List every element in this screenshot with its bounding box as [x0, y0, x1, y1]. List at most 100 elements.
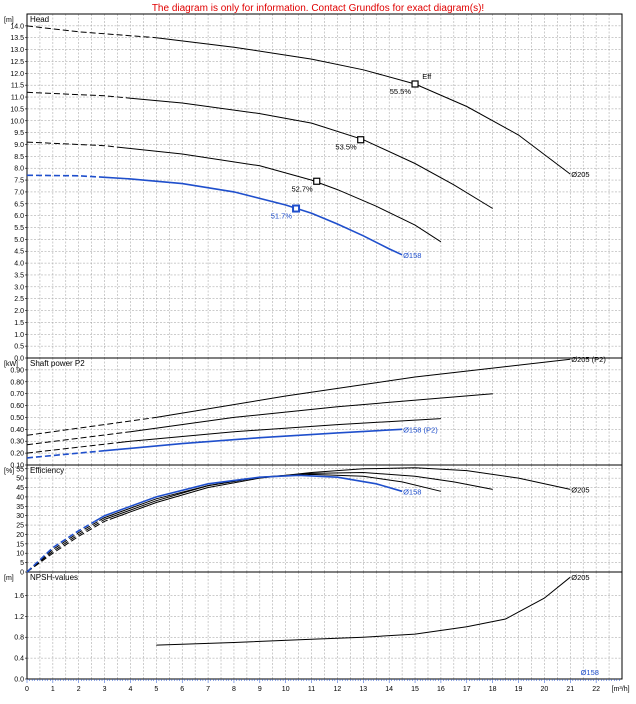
y-tick-label: 0.40 — [10, 427, 24, 434]
y-tick-label: 14.0 — [10, 23, 24, 30]
curve-dashed-segment — [26, 449, 105, 459]
x-tick-label: 20 — [540, 686, 548, 693]
curve-dashed-segment — [26, 25, 157, 39]
x-tick-label: 11 — [308, 686, 315, 693]
warning-banner: The diagram is only for information. Con… — [152, 3, 484, 14]
curve-label: Ø205 — [571, 485, 589, 494]
curve-label: Ø158 — [403, 487, 421, 496]
y-tick-label: 0.5 — [14, 344, 24, 351]
x-tick-label: 16 — [437, 686, 445, 693]
x-tick-label: 4 — [129, 686, 133, 693]
curve-line — [93, 474, 403, 523]
y-tick-label: 2.5 — [14, 296, 24, 303]
y-tick-label: 1.5 — [14, 320, 24, 327]
y-tick-label: 9.5 — [14, 130, 24, 137]
x-tick-label: 13 — [359, 686, 367, 693]
y-tick-label: 10.0 — [10, 118, 24, 125]
x-tick-label: 19 — [515, 686, 523, 693]
y-tick-label: 5.5 — [14, 225, 24, 232]
y-tick-label: 0.30 — [10, 439, 24, 446]
y-tick-label: 0 — [20, 570, 24, 577]
x-tick-label: 17 — [463, 686, 471, 693]
y-tick-label: 7.5 — [14, 178, 24, 185]
y-tick-label: 0.90 — [10, 367, 24, 374]
y-tick-label: 3.0 — [14, 284, 24, 291]
x-tick-label: 18 — [489, 686, 497, 693]
y-tick-label: 12.5 — [10, 59, 24, 66]
x-tick-label: 1 — [51, 686, 55, 693]
panel-title: Head — [30, 15, 49, 24]
y-tick-label: 30 — [16, 513, 24, 520]
curve-dashed-segment — [26, 431, 131, 446]
x-tick-label: 12 — [334, 686, 342, 693]
y-tick-label: 0.50 — [10, 415, 24, 422]
curve-label: Ø205 — [571, 170, 589, 179]
curve-dashed-segment — [26, 518, 105, 573]
y-tick-label: 0.70 — [10, 391, 24, 398]
x-tick-label: 21 — [566, 686, 574, 693]
x-tick-label: 14 — [385, 686, 393, 693]
efficiency-marker-label: 51.7% — [271, 212, 293, 221]
y-tick-label: 25 — [16, 523, 24, 530]
curve-line — [99, 473, 442, 522]
y-tick-label: 1.0 — [14, 332, 24, 339]
y-tick-label: 0.60 — [10, 403, 24, 410]
y-tick-label: 1.6 — [14, 593, 24, 600]
efficiency-marker — [411, 80, 419, 88]
y-tick-label: 8.5 — [14, 154, 24, 161]
x-tick-label: 2 — [77, 686, 81, 693]
curve-dashed-segment — [26, 416, 157, 436]
y-tick-label: 6.5 — [14, 201, 24, 208]
panel-title: Shaft power P2 — [30, 359, 85, 368]
y-tick-label: 35 — [16, 504, 24, 511]
y-tick-label: 13.5 — [10, 35, 24, 42]
y-tick-label: 10.5 — [10, 106, 24, 113]
curve-dashed-segment — [26, 174, 105, 179]
annotation-label: Eff — [422, 72, 432, 81]
x-tick-label: 5 — [154, 686, 158, 693]
efficiency-marker — [292, 204, 301, 213]
y-tick-label: 0.8 — [14, 635, 24, 642]
y-tick-label: 40 — [16, 494, 24, 501]
panel-title: Efficiency — [30, 466, 64, 475]
y-tick-label: 13.0 — [10, 47, 24, 54]
efficiency-marker — [313, 177, 321, 185]
y-tick-label: 5.0 — [14, 237, 24, 244]
y-tick-label: 45 — [16, 485, 24, 492]
efficiency-marker — [357, 136, 365, 144]
curve-dashed-segment — [26, 518, 110, 573]
y-tick-label: 12.0 — [10, 71, 24, 78]
curves-layer — [26, 25, 571, 646]
curve-line — [104, 176, 403, 256]
x-tick-label: 22 — [592, 686, 600, 693]
y-tick-label: 50 — [16, 476, 24, 483]
x-tick-label: 10 — [282, 686, 290, 693]
curve-dashed-segment — [26, 91, 131, 99]
y-tick-label: 10 — [16, 551, 24, 558]
curve-line — [104, 428, 403, 452]
curve-label: Ø205 — [571, 573, 589, 582]
curve-line — [156, 358, 571, 418]
y-tick-label: 0.10 — [10, 463, 24, 470]
curve-dashed-segment — [26, 442, 118, 454]
y-tick-label: 8.0 — [14, 166, 24, 173]
y-tick-label: 0.0 — [14, 356, 24, 363]
y-unit-label: [m] — [4, 17, 14, 24]
x-tick-label: 0 — [25, 686, 29, 693]
curve-label: Ø205 (P2) — [571, 355, 606, 364]
x-tick-label: 7 — [206, 686, 210, 693]
x-tick-label: 9 — [258, 686, 262, 693]
curve-line — [156, 37, 571, 175]
curve-label: Ø158 — [403, 251, 421, 260]
efficiency-marker-label: 55.5% — [390, 87, 412, 96]
y-tick-label: 6.0 — [14, 213, 24, 220]
curve-line — [104, 471, 493, 520]
curve-line — [156, 576, 571, 646]
y-unit-label: [%] — [4, 468, 14, 475]
y-tick-label: 15 — [16, 541, 24, 548]
labels-layer: 0.0 0.5 1.0 1.5 2.0 2.5 3.0 3.5 4.0 4.5 5.0 5.5 6.0 6… — [4, 15, 630, 693]
curve-line — [130, 97, 493, 209]
curve-line — [117, 418, 441, 444]
point-label: Ø158 — [581, 668, 599, 677]
